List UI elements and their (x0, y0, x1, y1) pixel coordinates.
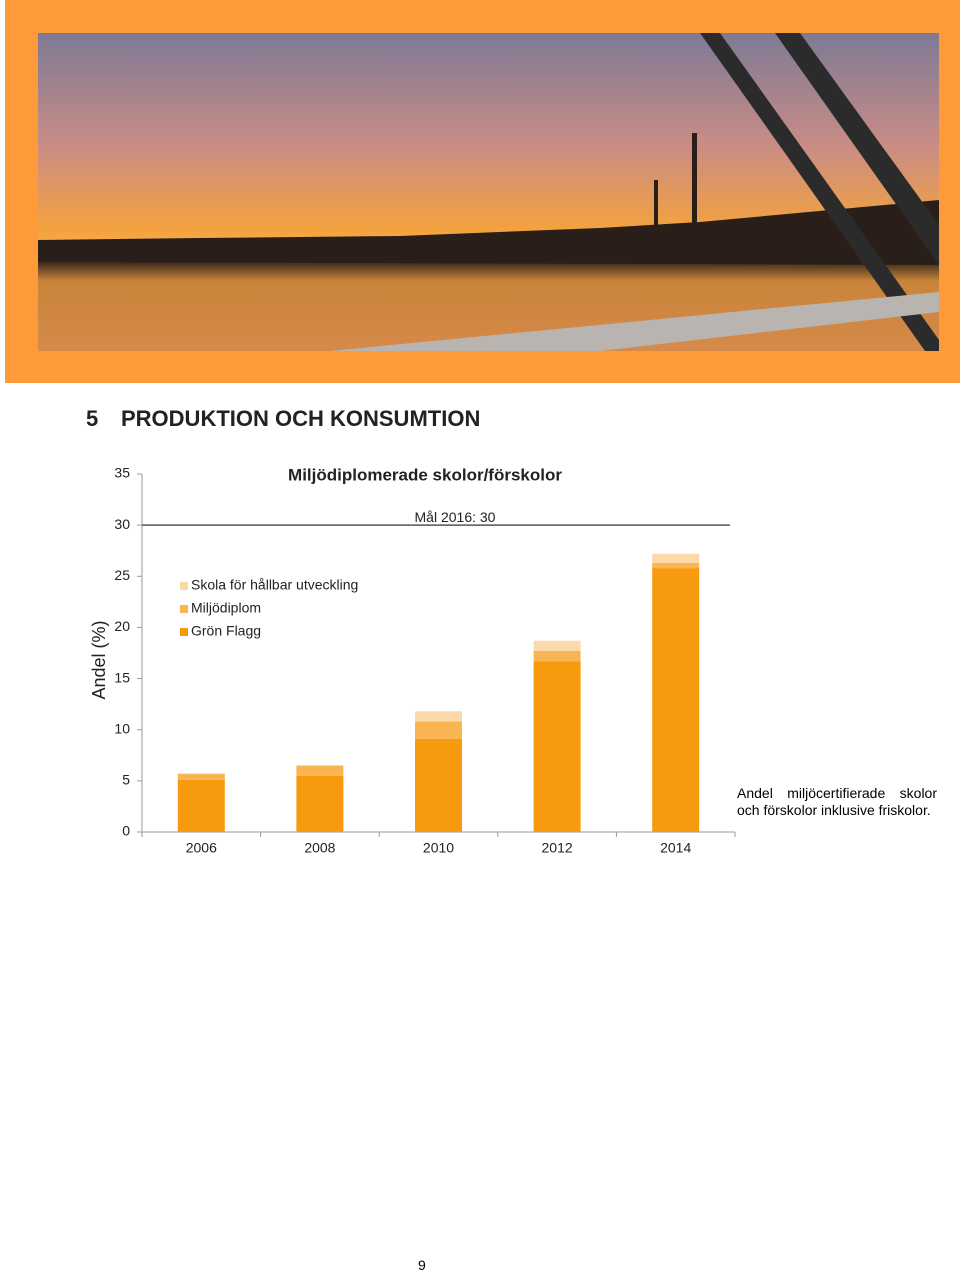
legend-label: Grön Flagg (191, 623, 261, 639)
photo-horizon (38, 200, 939, 265)
bar-segment (415, 711, 462, 722)
x-tick-label: 2012 (542, 840, 573, 856)
y-tick-label: 0 (122, 823, 130, 839)
heading-number: 5 (86, 406, 98, 431)
chart-title: Miljödiplomerade skolor/förskolor (288, 465, 562, 484)
x-tick-label: 2014 (660, 840, 691, 856)
caption: Andel miljöcertifierade skolor och försk… (737, 785, 937, 818)
bar-segment (177, 773, 225, 780)
legend-swatch (180, 628, 188, 636)
heading-title: PRODUKTION OCH KONSUMTION (121, 406, 480, 431)
x-tick-label: 2006 (186, 840, 217, 856)
y-tick-label: 5 (122, 772, 130, 788)
bar-segment (652, 553, 700, 563)
y-tick-label: 10 (114, 720, 130, 736)
bar-segment (652, 568, 700, 832)
bar-segment (652, 562, 700, 569)
y-axis-title: Andel (%) (89, 620, 109, 699)
legend-swatch (180, 582, 188, 590)
bar-segment (296, 775, 344, 832)
page-number: 9 (418, 1257, 426, 1273)
y-tick-label: 30 (114, 516, 130, 532)
x-tick-label: 2010 (423, 840, 454, 856)
bar-segment (533, 661, 581, 832)
bar-segment (415, 721, 462, 739)
bar-segment (415, 738, 462, 832)
legend-label: Miljödiplom (191, 600, 261, 616)
x-tick-label: 2008 (304, 840, 335, 856)
y-tick-label: 35 (114, 465, 130, 481)
photo (38, 33, 939, 351)
photo-chimney (692, 133, 697, 228)
bar-segment (533, 650, 581, 662)
bar-segment (296, 765, 344, 776)
target-label: Mål 2016: 30 (415, 509, 496, 525)
photo-cable (700, 33, 939, 351)
legend-swatch (180, 605, 188, 613)
bar-segment (533, 640, 581, 651)
legend-label: Skola för hållbar utveckling (191, 577, 358, 593)
y-tick-label: 25 (114, 567, 130, 583)
bar-segment (177, 779, 225, 832)
photo-cable (775, 33, 939, 265)
photo-railing (330, 292, 939, 351)
photo-chimney (654, 180, 658, 230)
y-tick-label: 20 (114, 618, 130, 634)
y-tick-label: 15 (114, 669, 130, 685)
